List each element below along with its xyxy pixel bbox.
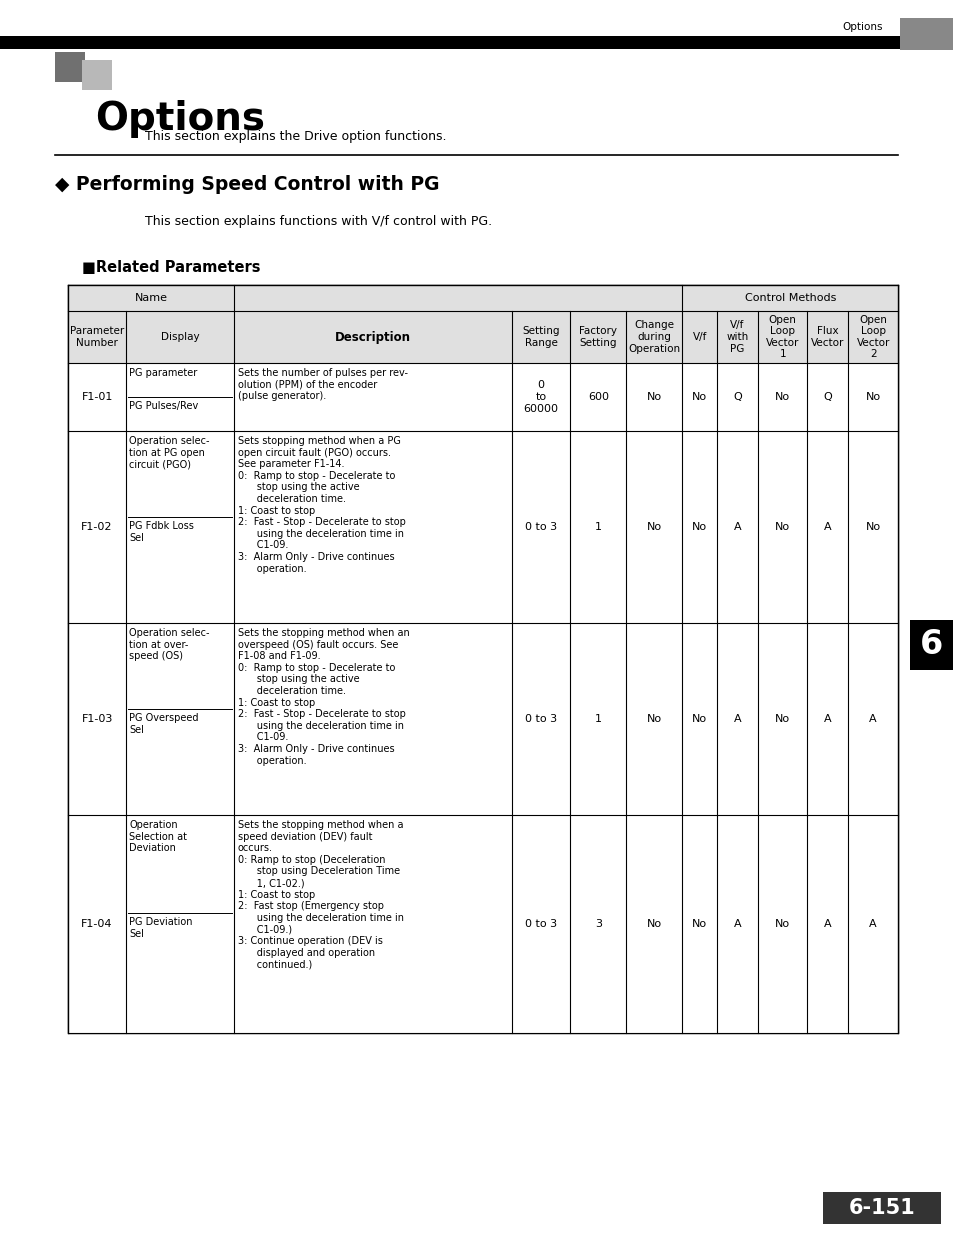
Text: This section explains functions with V/f control with PG.: This section explains functions with V/f… <box>145 215 492 228</box>
Text: PG Overspeed
Sel: PG Overspeed Sel <box>129 714 198 735</box>
Text: No: No <box>774 919 789 929</box>
Text: V/f
with
PG: V/f with PG <box>725 320 748 353</box>
Text: Sets stopping method when a PG
open circuit fault (PGO) occurs.
See parameter F1: Sets stopping method when a PG open circ… <box>237 436 405 573</box>
Text: Sets the number of pulses per rev-
olution (PPM) of the encoder
(pulse generator: Sets the number of pulses per rev- oluti… <box>237 368 408 401</box>
Text: No: No <box>774 391 789 403</box>
Text: PG Fdbk Loss
Sel: PG Fdbk Loss Sel <box>129 521 193 543</box>
Text: V/f: V/f <box>692 332 706 342</box>
Text: Open
Loop
Vector
1: Open Loop Vector 1 <box>765 315 799 359</box>
Bar <box>68 285 897 1032</box>
Text: Parameter
Number: Parameter Number <box>70 326 124 348</box>
Text: 0 to 3: 0 to 3 <box>524 714 557 724</box>
Text: A: A <box>823 714 831 724</box>
Text: Change
during
Operation: Change during Operation <box>628 320 679 353</box>
Text: Operation
Selection at
Deviation: Operation Selection at Deviation <box>129 820 187 853</box>
Text: 1: 1 <box>595 522 601 532</box>
Text: 0 to 3: 0 to 3 <box>524 919 557 929</box>
Bar <box>68 363 897 431</box>
Text: Operation selec-
tion at PG open
circuit (PGO): Operation selec- tion at PG open circuit… <box>129 436 210 469</box>
Text: PG Pulses/Rev: PG Pulses/Rev <box>129 401 198 411</box>
Text: Options: Options <box>841 22 882 32</box>
Text: F1-02: F1-02 <box>81 522 112 532</box>
Text: Sets the stopping method when a
speed deviation (DEV) fault
occurs.
0: Ramp to s: Sets the stopping method when a speed de… <box>237 820 403 969</box>
Text: No: No <box>774 522 789 532</box>
Bar <box>68 431 897 622</box>
Text: Q: Q <box>822 391 831 403</box>
Text: Q: Q <box>732 391 741 403</box>
Text: No: No <box>646 391 661 403</box>
Text: 600: 600 <box>587 391 608 403</box>
Text: Setting
Range: Setting Range <box>522 326 559 348</box>
Text: ■Related Parameters: ■Related Parameters <box>82 261 260 275</box>
Text: No: No <box>646 919 661 929</box>
Bar <box>82 61 112 90</box>
Bar <box>68 815 897 1032</box>
Text: No: No <box>691 714 706 724</box>
Text: No: No <box>774 714 789 724</box>
Text: A: A <box>733 919 740 929</box>
Text: No: No <box>691 919 706 929</box>
Text: A: A <box>823 919 831 929</box>
Text: A: A <box>868 714 876 724</box>
Text: No: No <box>864 522 880 532</box>
Text: Open
Loop
Vector
2: Open Loop Vector 2 <box>856 315 889 359</box>
Text: A: A <box>733 714 740 724</box>
Text: Display: Display <box>161 332 199 342</box>
Text: ◆ Performing Speed Control with PG: ◆ Performing Speed Control with PG <box>55 175 439 194</box>
Bar <box>68 622 897 815</box>
Bar <box>68 285 897 311</box>
Text: 6: 6 <box>920 629 943 661</box>
Text: Sets the stopping method when an
overspeed (OS) fault occurs. See
F1-08 and F1-0: Sets the stopping method when an overspe… <box>237 629 410 766</box>
Bar <box>68 311 897 363</box>
Text: 6-151: 6-151 <box>848 1198 915 1218</box>
Text: No: No <box>864 391 880 403</box>
Text: Description: Description <box>335 331 411 343</box>
Text: A: A <box>823 522 831 532</box>
Text: F1-04: F1-04 <box>81 919 112 929</box>
Text: A: A <box>868 919 876 929</box>
Text: F1-01: F1-01 <box>81 391 112 403</box>
Text: A: A <box>733 522 740 532</box>
Text: No: No <box>691 522 706 532</box>
Text: No: No <box>691 391 706 403</box>
Bar <box>909 620 953 671</box>
Text: F1-03: F1-03 <box>81 714 112 724</box>
Text: This section explains the Drive option functions.: This section explains the Drive option f… <box>145 130 446 143</box>
Text: Flux
Vector: Flux Vector <box>810 326 843 348</box>
Text: 3: 3 <box>595 919 601 929</box>
Text: 0
to
60000: 0 to 60000 <box>523 380 558 414</box>
Text: Operation selec-
tion at over-
speed (OS): Operation selec- tion at over- speed (OS… <box>129 629 210 661</box>
Text: PG Deviation
Sel: PG Deviation Sel <box>129 918 193 939</box>
Text: Factory
Setting: Factory Setting <box>578 326 617 348</box>
Bar <box>899 19 953 49</box>
Bar <box>822 1192 940 1224</box>
Text: Control Methods: Control Methods <box>743 293 835 303</box>
Text: Options: Options <box>95 100 265 138</box>
Text: 0 to 3: 0 to 3 <box>524 522 557 532</box>
Text: Name: Name <box>134 293 168 303</box>
Text: No: No <box>646 522 661 532</box>
Text: No: No <box>646 714 661 724</box>
Text: 1: 1 <box>595 714 601 724</box>
Bar <box>0 36 899 49</box>
Text: PG parameter: PG parameter <box>129 368 197 378</box>
Bar <box>55 52 85 82</box>
